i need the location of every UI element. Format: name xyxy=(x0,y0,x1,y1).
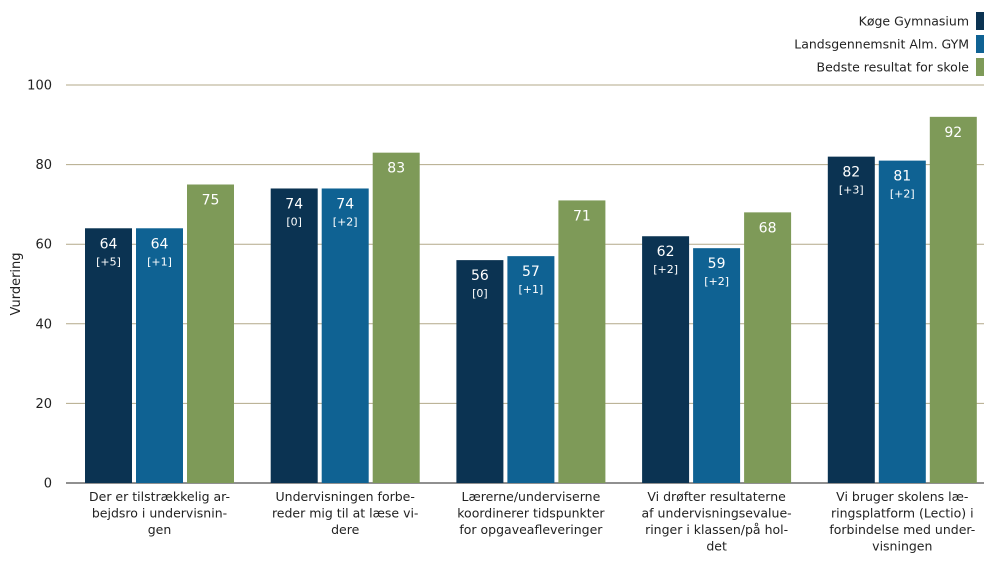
bar-delta-label: [0] xyxy=(472,287,488,300)
y-tick-label: 40 xyxy=(35,317,52,332)
x-tick-label: Vi bruger skolens læ-ringsplatform (Lect… xyxy=(829,489,975,554)
bar xyxy=(929,116,977,483)
bar xyxy=(878,160,926,483)
bar-value-label: 75 xyxy=(202,193,220,209)
y-axis: 0 20 40 60 80 100 xyxy=(27,79,52,492)
bar-delta-label: [+1] xyxy=(518,283,543,296)
bar-delta-label: [+2] xyxy=(890,188,915,201)
bar xyxy=(456,260,504,483)
bar-delta-label: [+2] xyxy=(653,263,678,276)
bar-value-label: 62 xyxy=(657,244,675,260)
bar xyxy=(187,184,234,483)
legend-label: Landsgennemsnit Alm. GYM xyxy=(794,37,969,52)
y-tick-label: 80 xyxy=(35,158,52,173)
bar-value-label: 81 xyxy=(893,169,911,185)
bar-value-label: 74 xyxy=(336,196,354,212)
bar-value-label: 71 xyxy=(573,208,591,224)
bar-value-label: 74 xyxy=(285,196,303,212)
legend-swatch xyxy=(976,58,984,76)
bar xyxy=(744,212,792,484)
y-tick-label: 0 xyxy=(44,477,52,492)
x-axis-labels: Der er tilstrækkelig ar-bejdsro i underv… xyxy=(89,489,975,554)
legend-swatch xyxy=(976,35,984,53)
bar xyxy=(372,152,420,483)
bar xyxy=(827,156,875,483)
legend-label: Køge Gymnasium xyxy=(859,14,969,29)
bar-delta-label: [0] xyxy=(286,215,302,228)
bar-delta-label: [+2] xyxy=(333,215,358,228)
bar-value-label: 82 xyxy=(842,165,860,181)
bar-value-label: 57 xyxy=(522,264,540,280)
bar-delta-label: [+3] xyxy=(839,184,864,197)
bar xyxy=(693,248,741,483)
y-axis-title: Vurdering xyxy=(9,252,24,315)
y-tick-label: 100 xyxy=(27,79,52,94)
bar-value-label: 64 xyxy=(100,236,118,252)
x-tick-label: Der er tilstrækkelig ar-bejdsro i underv… xyxy=(89,489,230,537)
x-tick-label: Vi drøfter resultaterne af undervisningse… xyxy=(642,489,792,554)
bar-value-label: 68 xyxy=(759,220,777,236)
bar xyxy=(136,228,183,483)
legend-swatch xyxy=(976,12,984,30)
bar-delta-label: [+5] xyxy=(96,255,121,268)
bars: 64 [+5] 64 [+1] 75 74 [0] 74 [+2] 83 56 [0] 57 [+1] 71… xyxy=(85,116,977,484)
bar-value-label: 83 xyxy=(387,161,405,177)
bar-value-label: 92 xyxy=(944,125,962,141)
y-tick-label: 60 xyxy=(35,238,52,253)
bar xyxy=(270,188,318,484)
bar xyxy=(642,236,690,483)
legend-label: Bedste resultat for skole xyxy=(817,60,970,75)
bar xyxy=(321,188,369,484)
x-tick-label: Undervisningen forbe-reder mig til at læ… xyxy=(272,489,419,537)
bar-delta-label: [+1] xyxy=(147,255,172,268)
bar xyxy=(85,228,132,483)
bar xyxy=(558,200,606,484)
y-tick-label: 20 xyxy=(35,397,52,412)
bar-value-label: 59 xyxy=(708,256,726,272)
bar xyxy=(507,256,555,483)
bar-value-label: 64 xyxy=(151,236,169,252)
x-tick-label: Lærerne/underviserne koordinerer tidspunk… xyxy=(457,489,605,537)
bar-value-label: 56 xyxy=(471,268,489,284)
legend: Køge Gymnasium Landsgennemsnit Alm. GYM Be… xyxy=(794,12,984,76)
bar-delta-label: [+2] xyxy=(704,275,729,288)
